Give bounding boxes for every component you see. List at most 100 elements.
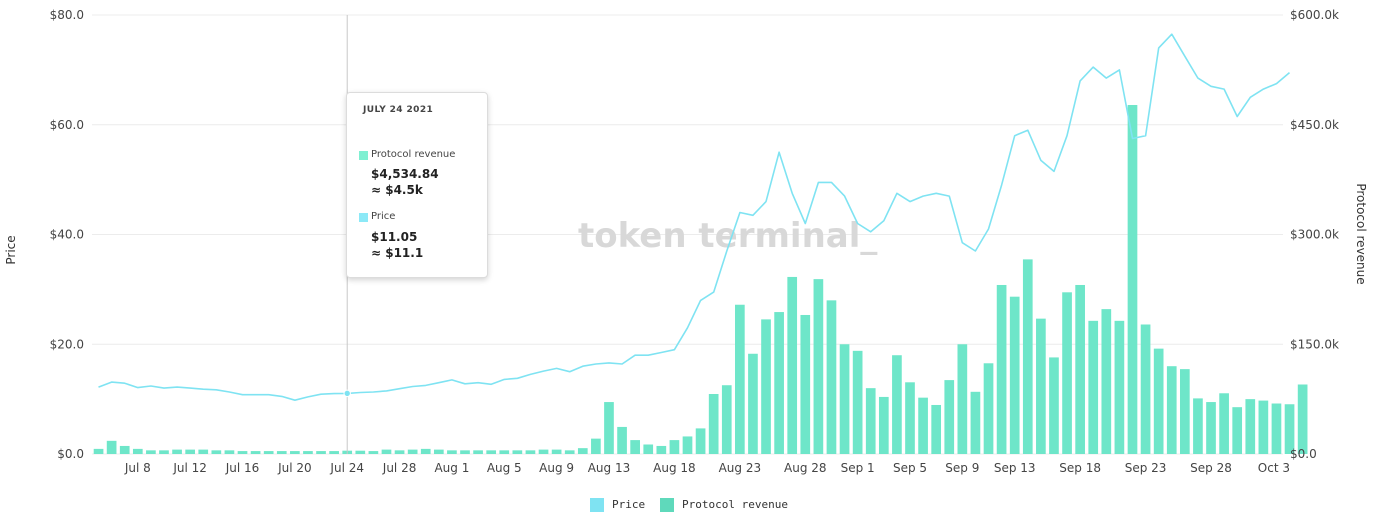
revenue-bar[interactable] bbox=[630, 440, 640, 454]
price-series[interactable] bbox=[98, 33, 1291, 402]
revenue-bar[interactable] bbox=[1153, 348, 1164, 454]
revenue-bar[interactable] bbox=[931, 404, 942, 454]
revenue-bar[interactable] bbox=[1127, 104, 1138, 455]
revenue-bar[interactable] bbox=[407, 449, 418, 454]
price-hover-point[interactable] bbox=[343, 389, 351, 398]
revenue-bar[interactable] bbox=[1036, 318, 1046, 454]
revenue-bar[interactable] bbox=[656, 445, 667, 454]
revenue-bar[interactable] bbox=[1179, 369, 1190, 454]
revenue-bar[interactable] bbox=[316, 451, 326, 454]
revenue-bar[interactable] bbox=[473, 450, 483, 454]
revenue-bar[interactable] bbox=[303, 451, 313, 454]
revenue-bar[interactable] bbox=[905, 382, 915, 454]
revenue-bar[interactable] bbox=[682, 436, 693, 454]
revenue-bar[interactable] bbox=[735, 304, 745, 454]
revenue-bar[interactable] bbox=[499, 450, 510, 454]
revenue-bar[interactable] bbox=[1009, 296, 1020, 454]
revenue-bar[interactable] bbox=[1088, 320, 1099, 454]
revenue-bar[interactable] bbox=[211, 450, 222, 454]
revenue-bar[interactable] bbox=[617, 426, 627, 454]
revenue-bar[interactable] bbox=[878, 396, 889, 454]
revenue-bar[interactable] bbox=[944, 380, 955, 454]
revenue-bar[interactable] bbox=[813, 279, 824, 454]
revenue-bar[interactable] bbox=[564, 450, 575, 454]
revenue-bar[interactable] bbox=[1166, 366, 1177, 454]
revenue-bar[interactable] bbox=[787, 276, 798, 454]
revenue-bar[interactable] bbox=[551, 449, 562, 454]
revenue-bar[interactable] bbox=[512, 450, 523, 454]
revenue-bar[interactable] bbox=[761, 319, 771, 454]
revenue-bar[interactable] bbox=[1297, 384, 1308, 454]
revenue-bar[interactable] bbox=[892, 355, 902, 454]
revenue-bar[interactable] bbox=[185, 449, 196, 454]
revenue-bar[interactable] bbox=[970, 391, 981, 454]
legend-item-revenue[interactable]: Protocol revenue bbox=[660, 498, 788, 512]
revenue-bar[interactable] bbox=[250, 451, 261, 454]
revenue-bar[interactable] bbox=[577, 448, 588, 454]
revenue-bar[interactable] bbox=[1049, 357, 1059, 454]
revenue-bar[interactable] bbox=[525, 450, 536, 454]
revenue-bar[interactable] bbox=[1193, 398, 1203, 454]
revenue-bar[interactable] bbox=[996, 284, 1007, 454]
revenue-bar[interactable] bbox=[1022, 259, 1033, 454]
revenue-bar[interactable] bbox=[486, 450, 497, 454]
revenue-bar[interactable] bbox=[433, 449, 444, 454]
revenue-bar[interactable] bbox=[394, 450, 405, 454]
revenue-bar[interactable] bbox=[1075, 284, 1085, 454]
revenue-bar[interactable] bbox=[643, 444, 654, 454]
revenue-bar[interactable] bbox=[957, 344, 968, 454]
revenue-bar[interactable] bbox=[290, 451, 300, 454]
revenue-bar[interactable] bbox=[591, 438, 601, 454]
revenue-bar[interactable] bbox=[865, 388, 876, 454]
revenue-bar[interactable] bbox=[800, 314, 811, 454]
revenue-bar[interactable] bbox=[276, 451, 287, 454]
y-right-tick-label: $150.0k bbox=[1290, 337, 1339, 351]
revenue-bar[interactable] bbox=[1114, 320, 1125, 454]
revenue-bar[interactable] bbox=[774, 312, 784, 454]
revenue-bar[interactable] bbox=[721, 385, 732, 454]
revenue-bar[interactable] bbox=[604, 402, 614, 454]
revenue-bar[interactable] bbox=[146, 450, 156, 454]
revenue-bar[interactable] bbox=[1062, 292, 1072, 454]
revenue-bar[interactable] bbox=[263, 451, 274, 454]
revenue-bar[interactable] bbox=[368, 451, 379, 454]
revenue-bar[interactable] bbox=[983, 363, 994, 454]
revenue-bar[interactable] bbox=[198, 449, 209, 454]
revenue-bar[interactable] bbox=[1206, 402, 1216, 454]
x-tick-label: Aug 1 bbox=[434, 461, 469, 475]
revenue-bar[interactable] bbox=[460, 450, 470, 454]
legend-item-price[interactable]: Price bbox=[590, 498, 645, 512]
revenue-bar[interactable] bbox=[669, 440, 680, 454]
revenue-bar[interactable] bbox=[93, 448, 104, 454]
revenue-bar[interactable] bbox=[708, 394, 719, 454]
revenue-bar[interactable] bbox=[1219, 393, 1229, 454]
revenue-bar[interactable] bbox=[826, 300, 837, 454]
revenue-bar[interactable] bbox=[355, 450, 366, 454]
revenue-bar[interactable] bbox=[1245, 399, 1256, 454]
revenue-bar[interactable] bbox=[106, 440, 117, 454]
revenue-bar[interactable] bbox=[224, 450, 235, 454]
revenue-bar[interactable] bbox=[159, 450, 169, 454]
revenue-bar[interactable] bbox=[1258, 400, 1269, 454]
revenue-bar[interactable] bbox=[839, 344, 850, 454]
revenue-bar[interactable] bbox=[1271, 403, 1282, 454]
revenue-bar[interactable] bbox=[329, 451, 339, 454]
revenue-bar[interactable] bbox=[381, 449, 392, 454]
revenue-bar[interactable] bbox=[1232, 407, 1243, 454]
price-line[interactable] bbox=[98, 33, 1291, 402]
revenue-bar[interactable] bbox=[172, 449, 182, 454]
revenue-bar[interactable] bbox=[1140, 324, 1151, 454]
revenue-bar[interactable] bbox=[132, 448, 143, 454]
revenue-bar[interactable] bbox=[748, 353, 758, 454]
revenue-bars[interactable] bbox=[93, 104, 1308, 455]
revenue-bar[interactable] bbox=[918, 397, 928, 454]
revenue-bar[interactable] bbox=[1101, 309, 1112, 454]
revenue-bar[interactable] bbox=[695, 428, 706, 454]
revenue-bar[interactable] bbox=[538, 449, 549, 454]
revenue-bar[interactable] bbox=[119, 445, 130, 454]
revenue-bar[interactable] bbox=[852, 350, 863, 454]
revenue-bar[interactable] bbox=[420, 448, 431, 454]
revenue-bar[interactable] bbox=[447, 450, 457, 454]
revenue-bar[interactable] bbox=[237, 451, 248, 454]
revenue-bar[interactable] bbox=[1284, 404, 1295, 454]
